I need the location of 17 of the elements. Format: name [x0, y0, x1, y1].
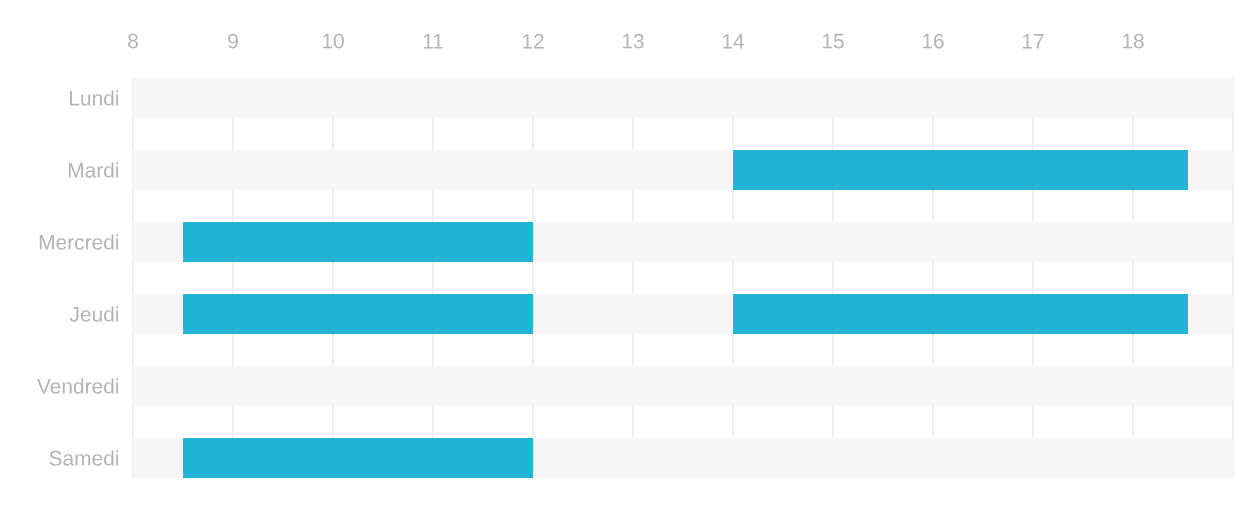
y-tick-label: Mercredi [39, 234, 119, 250]
x-tick-label: 9 [228, 33, 238, 49]
y-tick-label: Mardi [68, 162, 119, 178]
x-tick-label: 17 [1022, 34, 1044, 49]
x-tick-label: 11 [423, 34, 443, 49]
x-tick-label: 14 [722, 34, 745, 49]
y-tick-label: Lundi [70, 90, 119, 106]
y-tick-label: Jeudi [69, 306, 119, 322]
x-tick-label: 8 [128, 33, 138, 49]
y-tick-label: Vendredi [36, 378, 119, 394]
x-tick-label: 15 [822, 33, 844, 49]
x-tick-label: 12 [522, 33, 544, 49]
x-tick-label: 18 [1122, 33, 1144, 49]
y-tick-label: Samedi [49, 450, 119, 466]
x-tick-label: 13 [622, 33, 644, 49]
x-tick-label: 16 [922, 33, 944, 49]
x-tick-label: 10 [322, 33, 344, 49]
